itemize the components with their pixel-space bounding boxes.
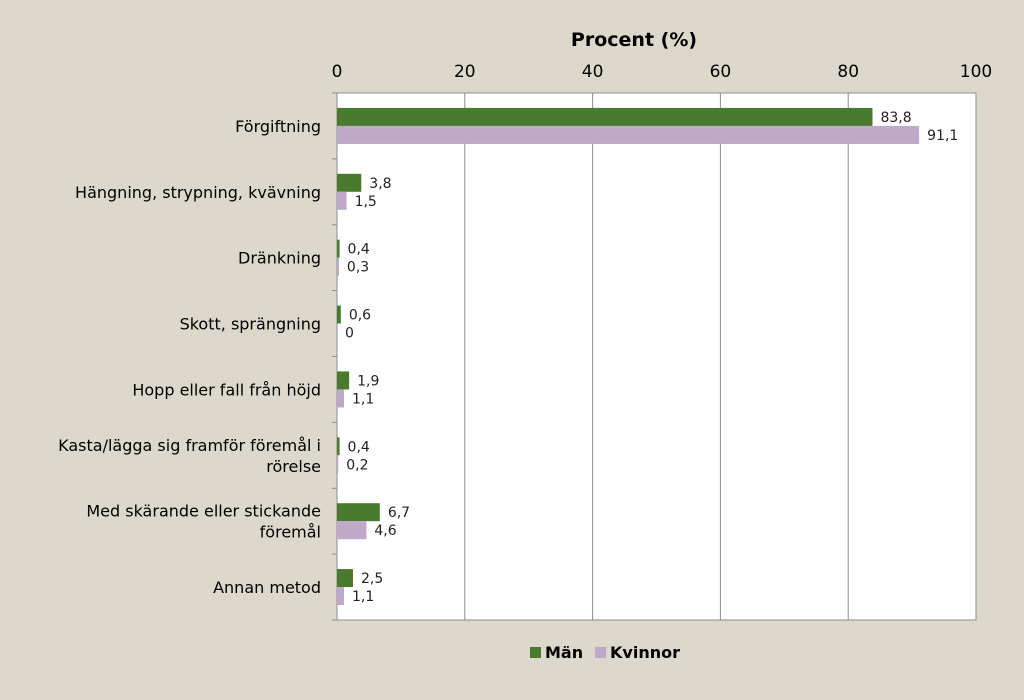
- data-label: 0: [345, 326, 354, 342]
- data-label: 6,7: [388, 505, 410, 521]
- x-tick-label: 40: [582, 62, 604, 82]
- data-label: 83,8: [880, 110, 911, 126]
- category-label: Dränkning: [238, 249, 321, 268]
- bar-kvinnor: [337, 257, 339, 276]
- x-axis-title: Procent (%): [571, 29, 697, 51]
- category-label: rörelse: [266, 457, 321, 476]
- legend-swatch: [595, 647, 606, 658]
- data-label: 1,1: [352, 589, 374, 605]
- category-label: Annan metod: [213, 578, 321, 597]
- bar-man: [337, 569, 353, 588]
- category-label: Skott, sprängning: [180, 315, 321, 334]
- plot-area: [336, 92, 977, 621]
- bar-man: [337, 437, 340, 456]
- data-label: 1,1: [352, 391, 374, 407]
- data-label: 0,4: [348, 242, 370, 258]
- x-tick-label: 60: [710, 62, 732, 82]
- data-label: 2,5: [361, 571, 383, 587]
- data-label: 0,4: [348, 439, 370, 455]
- x-tick-label: 0: [332, 62, 343, 82]
- category-label: Förgiftning: [235, 117, 321, 136]
- x-tick-label: 80: [837, 62, 859, 82]
- bar-kvinnor: [337, 521, 367, 540]
- data-label: 0,3: [347, 260, 369, 276]
- data-label: 1,9: [357, 373, 379, 389]
- bar-kvinnor: [337, 191, 347, 210]
- category-label: Hängning, strypning, kvävning: [75, 183, 321, 202]
- data-label: 91,1: [927, 128, 958, 144]
- data-label: 3,8: [369, 176, 391, 192]
- bar-man: [337, 239, 340, 258]
- x-axis-ticks: 0 20 40 60 80 100: [332, 62, 993, 82]
- legend-label: Män: [545, 643, 583, 662]
- bar-man: [337, 503, 380, 522]
- bar-man: [337, 107, 873, 126]
- bar-man: [337, 173, 362, 192]
- legend: Män Kvinnor: [530, 643, 680, 662]
- bar-kvinnor: [337, 389, 345, 408]
- bar-man: [337, 371, 350, 390]
- bar-kvinnor: [337, 587, 345, 606]
- bar-kvinnor: [337, 455, 339, 474]
- x-tick-label: 100: [960, 62, 992, 82]
- data-label: 4,6: [374, 523, 396, 539]
- category-label: Med skärande eller stickande: [86, 502, 321, 521]
- bar-man: [337, 305, 341, 324]
- legend-swatch: [530, 647, 541, 658]
- data-labels: 83,8 3,8 0,4 0,6 1,9 0,4 6,7 2,5 91,1 1,5 0,3 0 1,1 0…: [345, 110, 958, 605]
- category-label: föremål: [260, 523, 321, 542]
- data-label: 1,5: [355, 194, 377, 210]
- category-label: Hopp eller fall från höjd: [132, 380, 321, 399]
- bars: [337, 107, 920, 606]
- category-label: Kasta/lägga sig framför föremål i: [58, 436, 321, 455]
- data-label: 0,6: [349, 308, 371, 324]
- data-label: 0,2: [346, 457, 368, 473]
- x-tick-label: 20: [454, 62, 476, 82]
- category-labels: Förgiftning Hängning, strypning, kvävning…: [58, 117, 321, 597]
- legend-label: Kvinnor: [610, 643, 680, 662]
- bar-kvinnor: [337, 125, 920, 144]
